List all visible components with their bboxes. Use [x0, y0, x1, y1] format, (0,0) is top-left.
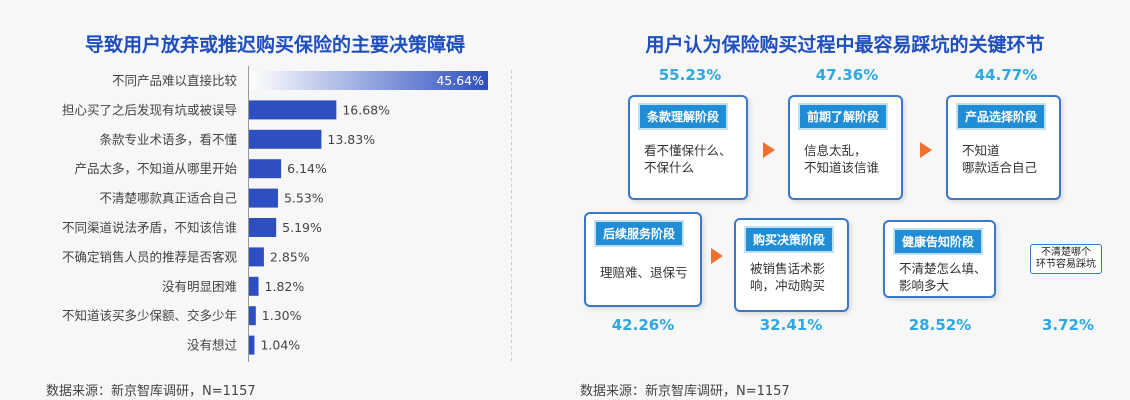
stage-tag: 后续服务阶段	[596, 222, 683, 245]
left-chart-title: 导致用户放弃或推迟购买保险的主要决策障碍	[84, 34, 465, 56]
bar	[249, 218, 277, 237]
stage-description: 被销售话术影 响，冲动购买	[750, 261, 826, 293]
bar	[249, 188, 278, 208]
stage-box-product-selection: 产品选择阶段 不知道 哪款适合自己	[946, 95, 1061, 200]
stage-percent: 28.52%	[908, 316, 972, 334]
bar-value-label: 5.53%	[284, 191, 324, 206]
bar-category-label: 产品太多，不知道从哪里开始	[74, 161, 237, 176]
bar	[249, 276, 259, 296]
bar-category-label: 没有想过	[187, 338, 238, 353]
bar-value-label: 45.64%	[436, 73, 484, 88]
stage-description: 信息太乱， 不知道该信谁	[804, 143, 880, 175]
stage-tag: 条款理解阶段	[640, 105, 727, 128]
bar-value-label: 1.82%	[265, 279, 305, 294]
bar-category-label: 没有明显困难	[162, 279, 237, 294]
bar-category-label: 担心买了之后发现有坑或被误导	[62, 102, 237, 117]
stage-percent: 47.36%	[815, 66, 879, 84]
stage-description: 看不懂保什么、 不保什么	[644, 143, 732, 175]
stage-box-after-sales: 后续服务阶段 理赔难、退保亏	[584, 212, 702, 307]
stage-box-early-research: 前期了解阶段 信息太乱， 不知道该信谁	[788, 95, 903, 200]
bar	[249, 306, 256, 326]
bar	[249, 247, 264, 267]
bar-value-label: 1.30%	[262, 308, 302, 323]
bar	[249, 100, 337, 120]
bar-value-label: 2.85%	[270, 249, 310, 264]
arrow-right-icon	[711, 248, 723, 264]
arrow-right-icon	[920, 142, 932, 158]
bar	[249, 71, 488, 90]
bar-value-label: 13.83%	[327, 132, 375, 147]
stage-percent: 44.77%	[974, 66, 1038, 84]
bar	[249, 335, 255, 355]
stage-percent: 42.26%	[611, 316, 675, 334]
bar-value-label: 6.14%	[287, 161, 327, 176]
stage-description: 不清楚怎么填、 影响多大	[899, 261, 987, 293]
stage-percent: 3.72%	[1041, 316, 1095, 334]
stage-percent: 55.23%	[658, 66, 722, 84]
stage-description: 理赔难、退保亏	[600, 265, 688, 280]
stage-tag: 前期了解阶段	[800, 105, 887, 128]
unsure-stage-box: 不清楚哪个 环节容易踩坑	[1030, 244, 1102, 274]
bar-value-label: 16.68%	[342, 102, 390, 117]
bar-chart: 不同产品难以直接比较 45.64% 担心买了之后发现有坑或被误导 16.68% 条款专业…	[62, 66, 512, 362]
bar-category-label: 不同渠道说法矛盾，不知该信谁	[62, 220, 237, 235]
left-source-note: 数据来源：新京智库调研，N=1157	[46, 384, 256, 399]
stage-percent: 32.41%	[759, 316, 823, 334]
bar	[249, 159, 282, 179]
stage-box-health-disclosure: 健康告知阶段 不清楚怎么填、 影响多大	[883, 220, 996, 298]
bar-category-label: 条款专业术语多，看不懂	[99, 132, 237, 147]
stage-tag: 购买决策阶段	[746, 228, 833, 251]
stage-box-clause-understanding: 条款理解阶段 看不懂保什么、 不保什么	[628, 95, 748, 200]
arrow-right-icon	[763, 142, 775, 158]
bar-value-label: 1.04%	[260, 338, 300, 353]
stage-tag: 产品选择阶段	[958, 105, 1045, 128]
stage-tag: 健康告知阶段	[895, 230, 982, 253]
right-source-note: 数据来源：新京智库调研，N=1157	[580, 384, 790, 399]
bar-category-label: 不清楚哪款真正适合自己	[99, 191, 237, 206]
bar-category-label: 不知道该买多少保额、交多少年	[62, 308, 237, 323]
bar-value-label: 5.19%	[282, 220, 322, 235]
stage-box-purchase-decision: 购买决策阶段 被销售话术影 响，冲动购买	[734, 218, 849, 312]
bar-category-label: 不同产品难以直接比较	[112, 73, 238, 88]
bar	[249, 129, 322, 149]
bar-category-label: 不确定销售人员的推荐是否客观	[62, 249, 238, 264]
right-chart-title: 用户认为保险购买过程中最容易踩坑的关键环节	[645, 34, 1045, 56]
stage-description: 不知道 哪款适合自己	[962, 143, 1038, 175]
